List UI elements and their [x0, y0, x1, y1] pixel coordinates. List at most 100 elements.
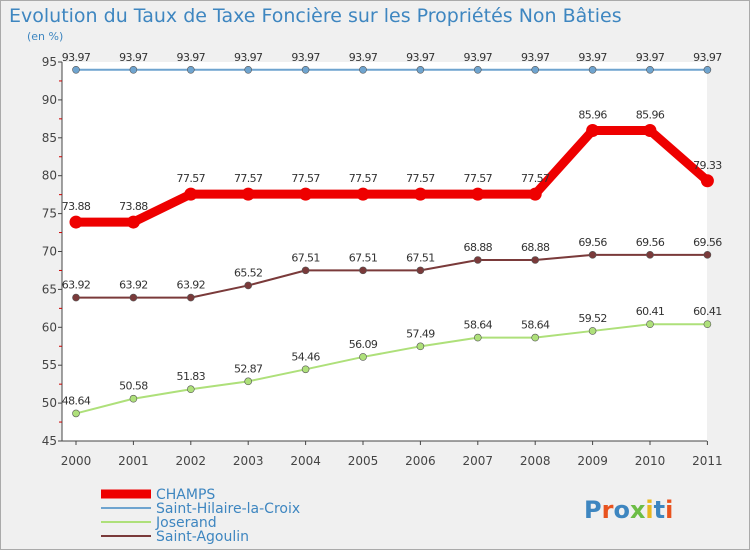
data-label: 93.97 [578, 51, 607, 64]
data-point [244, 377, 252, 386]
data-label: 58.64 [521, 319, 550, 332]
data-label: 51.83 [177, 370, 206, 383]
series-line-champs [71, 126, 712, 227]
x-tick-label: 2007 [463, 454, 494, 468]
data-point [531, 333, 540, 342]
data-point [588, 251, 597, 259]
data-label: 85.96 [636, 109, 665, 122]
data-label: 93.97 [62, 51, 91, 64]
data-point [703, 320, 712, 328]
data-point [531, 66, 540, 74]
data-label: 63.92 [119, 279, 148, 292]
y-tick-label: 85 [42, 131, 57, 145]
data-label: 93.97 [234, 51, 263, 64]
y-axis-unit: (en %) [27, 30, 64, 43]
data-point [703, 251, 712, 259]
data-point [129, 293, 138, 302]
data-point [69, 215, 83, 229]
data-label: 48.64 [62, 394, 91, 407]
x-tick-label: 2004 [290, 454, 321, 468]
data-label: 73.88 [62, 200, 91, 213]
data-point [359, 66, 367, 74]
data-label: 65.52 [234, 266, 263, 279]
data-label: 77.57 [234, 172, 263, 185]
y-tick-label: 90 [42, 93, 57, 107]
data-point [586, 124, 600, 138]
series-line-saint-agoulin [75, 253, 709, 299]
data-point [359, 353, 367, 361]
data-point [473, 66, 482, 74]
data-label: 93.97 [464, 51, 493, 64]
data-point [643, 124, 657, 138]
data-point [72, 409, 80, 418]
data-label: 52.87 [234, 362, 263, 375]
data-label: 93.97 [521, 51, 550, 64]
data-point [72, 66, 80, 74]
data-point [416, 66, 425, 74]
x-tick-label: 2009 [577, 454, 608, 468]
data-label: 93.97 [693, 51, 722, 64]
data-point [301, 266, 310, 275]
data-label: 54.46 [291, 350, 320, 363]
data-label: 77.57 [464, 172, 493, 185]
data-label: 85.96 [578, 109, 607, 122]
y-tick-label: 45 [42, 434, 57, 448]
proxiti-logo: Proxiti [584, 496, 673, 524]
data-label: 73.88 [119, 200, 148, 213]
y-tick-label: 55 [42, 358, 57, 372]
data-label: 60.41 [693, 305, 722, 318]
data-point [299, 187, 313, 201]
data-point [646, 66, 654, 74]
data-label: 69.56 [578, 236, 607, 249]
data-label: 60.41 [636, 305, 665, 318]
data-label: 93.97 [291, 51, 320, 64]
data-label: 57.49 [406, 327, 435, 340]
legend-label: Saint-Hilaire-la-Croix [156, 501, 300, 517]
x-tick-label: 2005 [348, 454, 379, 468]
data-label: 79.33 [693, 159, 722, 172]
data-point [72, 293, 80, 302]
data-point [129, 394, 138, 403]
data-label: 77.57 [177, 172, 206, 185]
x-tick-label: 2010 [635, 454, 666, 468]
data-point [416, 342, 425, 351]
y-tick-label: 75 [42, 207, 57, 221]
data-point [471, 187, 485, 201]
data-label: 77.57 [349, 172, 378, 185]
data-label: 67.51 [291, 251, 320, 264]
data-point [588, 66, 597, 74]
data-point [588, 327, 597, 335]
x-tick-label: 2006 [405, 454, 436, 468]
y-tick-label: 60 [42, 320, 57, 334]
y-tick-label: 95 [42, 55, 57, 69]
y-tick-label: 50 [42, 396, 57, 410]
data-point [184, 187, 198, 201]
legend-label: CHAMPS [156, 487, 215, 503]
data-point [244, 281, 252, 290]
data-label: 69.56 [636, 236, 665, 249]
data-point [187, 385, 195, 394]
data-point [700, 174, 714, 188]
data-label: 77.57 [291, 172, 320, 185]
data-label: 63.92 [177, 279, 206, 292]
data-point [646, 251, 654, 259]
data-label: 63.92 [62, 279, 91, 292]
data-label: 93.97 [177, 51, 206, 64]
y-tick-label: 70 [42, 245, 57, 259]
x-tick-label: 2003 [233, 454, 264, 468]
data-point [473, 333, 482, 342]
data-label: 68.88 [521, 241, 550, 254]
data-label: 93.97 [349, 51, 378, 64]
data-point [244, 66, 252, 74]
x-tick-label: 2011 [692, 454, 723, 468]
data-point [301, 365, 310, 374]
data-label: 93.97 [636, 51, 665, 64]
data-label: 93.97 [406, 51, 435, 64]
x-tick-label: 2002 [176, 454, 207, 468]
data-point [528, 187, 542, 201]
data-point [187, 66, 195, 74]
y-tick-label: 65 [42, 282, 57, 296]
y-tick-label: 80 [42, 169, 57, 183]
data-label: 50.58 [119, 380, 148, 393]
data-point [359, 266, 367, 275]
